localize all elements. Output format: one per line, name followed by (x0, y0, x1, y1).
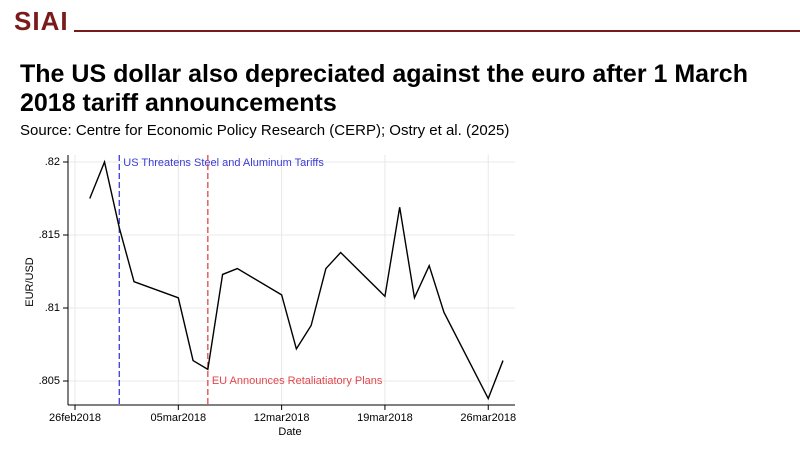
event-label: EU Announces Retaliatiatory Plans (212, 375, 383, 387)
y-tick-label: .81 (45, 302, 60, 314)
logo-rule (74, 30, 800, 32)
y-tick-label: .82 (45, 156, 60, 168)
event-label: US Threatens Steel and Aluminum Tariffs (123, 157, 324, 169)
y-tick-label: .815 (39, 229, 60, 241)
x-tick-label: 26feb2018 (49, 412, 101, 424)
y-axis-label: EUR/USD (24, 257, 36, 307)
x-tick-label: 12mar2018 (254, 412, 310, 424)
x-axis-label: Date (278, 426, 301, 438)
title: The US dollar also depreciated against t… (20, 60, 748, 117)
x-tick-label: 05mar2018 (150, 412, 206, 424)
x-tick-label: 19mar2018 (357, 412, 413, 424)
line (89, 159, 504, 401)
y-tick-label: .805 (39, 375, 60, 387)
x-tick-label: 26mar2018 (460, 412, 516, 424)
source: Source: Centre for Economic Policy Resea… (20, 122, 510, 139)
logo: SIAI (14, 6, 69, 36)
